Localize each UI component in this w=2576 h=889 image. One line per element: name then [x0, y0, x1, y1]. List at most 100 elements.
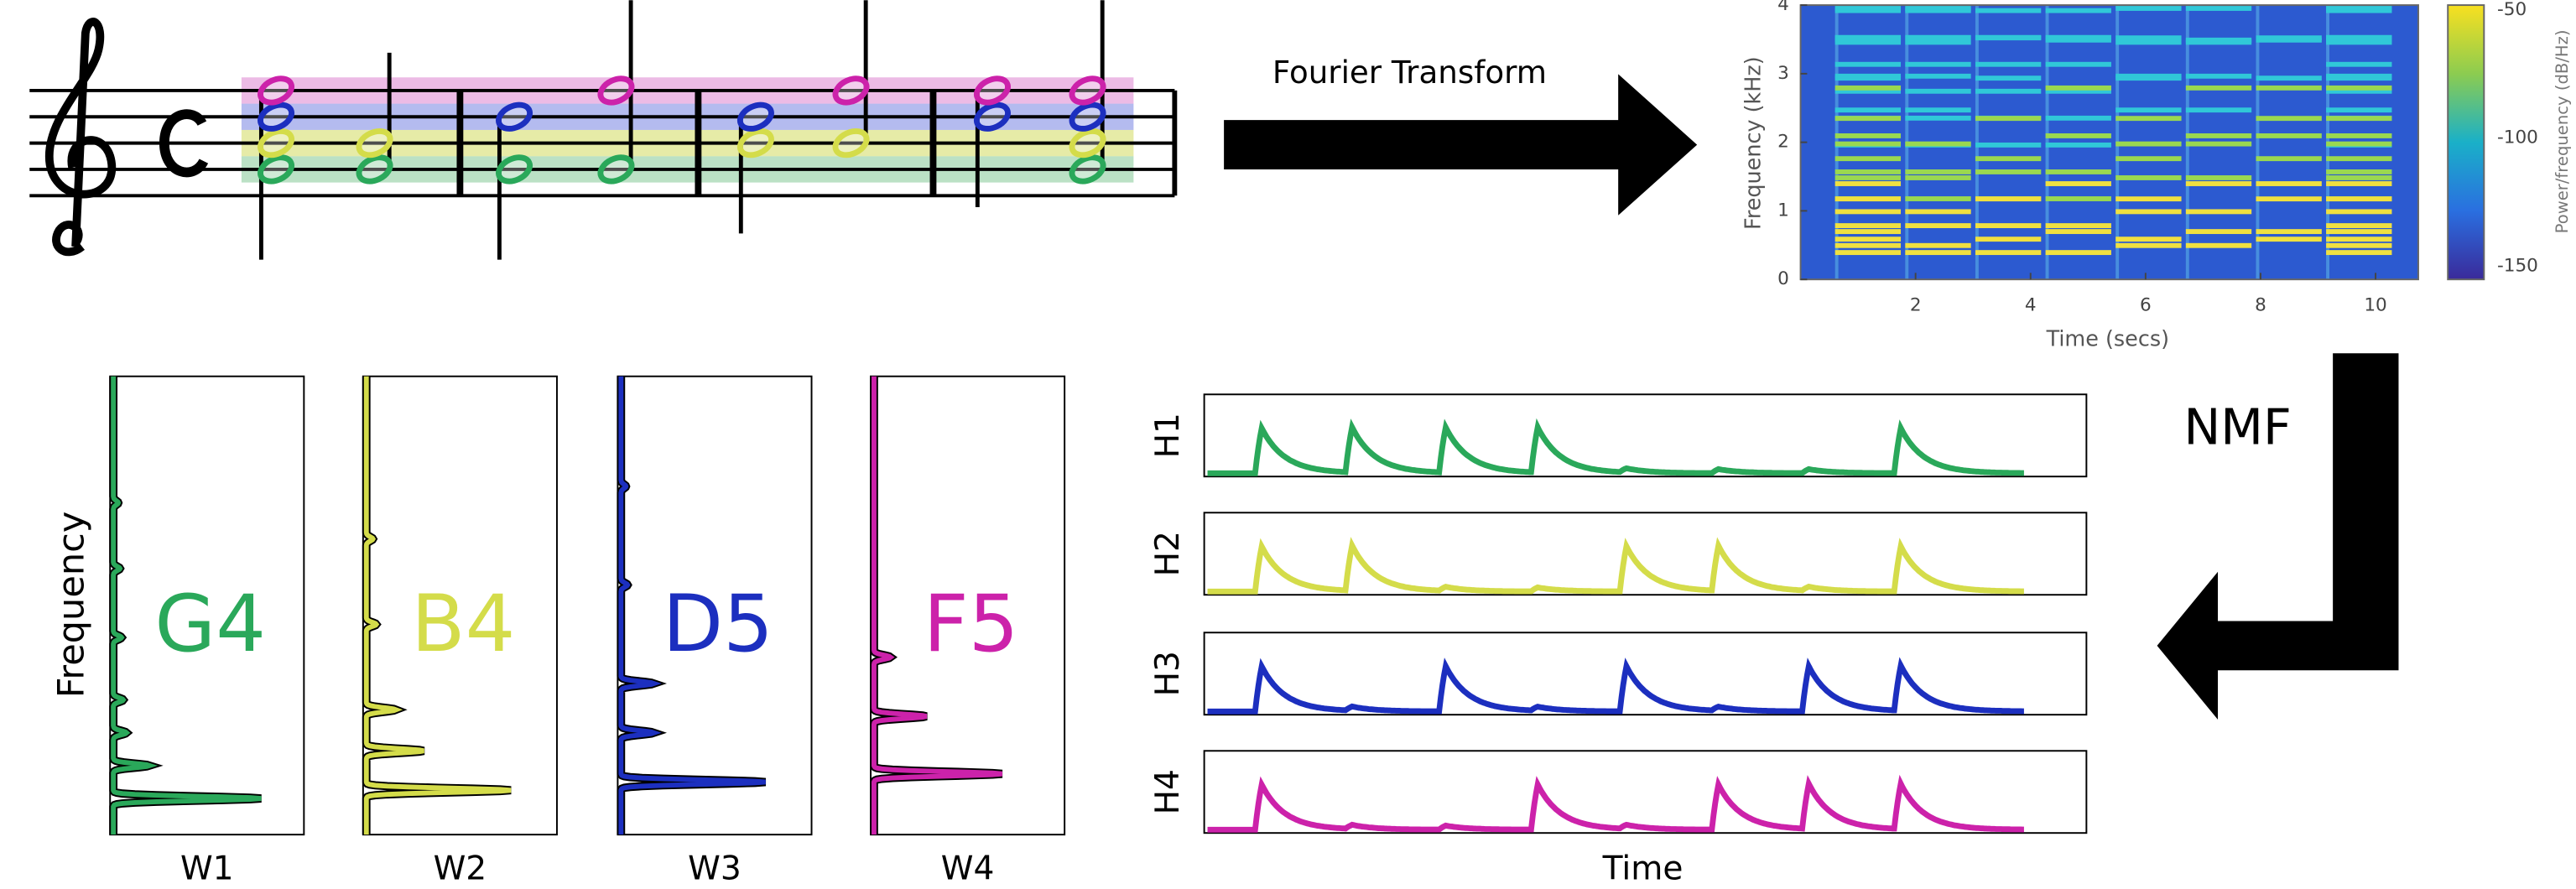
template-label: W1 [180, 850, 234, 888]
harmonic [1975, 61, 2042, 67]
template-curve [111, 376, 262, 835]
activation-label: H1 [1149, 413, 1187, 458]
harmonic [2045, 142, 2111, 148]
harmonic [1834, 156, 1902, 162]
harmonic [2045, 181, 2111, 186]
harmonic [1905, 39, 1971, 45]
activation-frame [1203, 750, 2088, 834]
harmonic [2045, 61, 2111, 67]
harmonic [1834, 196, 1902, 202]
harmonic [2256, 116, 2322, 122]
onset-column [1975, 5, 1979, 280]
y-tick-label: 3 [1777, 63, 1789, 84]
activation-curve [1207, 418, 2024, 476]
note-label: B4 [411, 579, 515, 670]
note-head [736, 101, 774, 132]
note-head [736, 127, 774, 159]
harmonic [2326, 141, 2392, 147]
y-tick-label: 1 [1777, 200, 1789, 221]
activation-label: H2 [1149, 531, 1187, 576]
harmonic [2045, 223, 2111, 228]
harmonic [2115, 242, 2182, 248]
activation-label: H4 [1149, 769, 1187, 814]
colorbar-tick-label: -50 [2497, 0, 2527, 20]
harmonic [2326, 61, 2392, 67]
note-label: G4 [154, 579, 266, 670]
harmonic [1905, 107, 1971, 113]
template-label: W3 [688, 850, 742, 888]
harmonic [2256, 156, 2322, 162]
harmonic [2185, 141, 2252, 147]
harmonic [1905, 88, 1971, 94]
colorbar-label: Power/frequency (dB/Hz) [2553, 29, 2572, 233]
harmonic [1905, 209, 1971, 215]
x-tick-label: 2 [1910, 295, 1922, 316]
fourier-arrow [1224, 74, 1698, 216]
note-head [1069, 75, 1106, 106]
onset-column [2256, 5, 2260, 280]
harmonic [2326, 85, 2392, 91]
note-head [258, 75, 295, 106]
harmonic [2185, 209, 2252, 215]
note-head [258, 101, 295, 132]
harmonic [2326, 169, 2392, 174]
harmonic [1975, 8, 2042, 13]
harmonic [2256, 229, 2322, 235]
harmonic [2115, 209, 2182, 215]
harmonic [2326, 6, 2392, 11]
template-frame [109, 375, 305, 836]
time-axis-label: Time [1602, 850, 1684, 888]
harmonic [1905, 175, 1971, 180]
harmonic [2326, 250, 2392, 256]
harmonic [1834, 242, 1902, 248]
note-head [258, 127, 295, 159]
fourier-label: Fourier Transform [1272, 54, 1547, 91]
harmonic [2045, 8, 2111, 13]
template-curve [872, 376, 1002, 835]
harmonic [1834, 169, 1902, 174]
harmonic [2185, 37, 2252, 43]
harmonic [2185, 85, 2252, 91]
activation-curve [1207, 537, 2024, 595]
activation-frame [1203, 512, 2088, 596]
note-head [496, 101, 533, 132]
harmonic [2045, 196, 2111, 201]
harmonic [1905, 61, 1971, 67]
harmonic [2326, 116, 2392, 122]
note-label: F5 [924, 579, 1019, 670]
harmonic [1834, 175, 1902, 180]
harmonic [2256, 133, 2322, 138]
harmonic [1975, 250, 2042, 256]
harmonic [1834, 223, 1902, 228]
template-label: W2 [434, 850, 487, 888]
harmonic [2045, 229, 2111, 235]
y-tick-label: 0 [1777, 268, 1789, 289]
harmonic [1975, 237, 2042, 242]
harmonic [1834, 133, 1902, 138]
harmonic [1905, 115, 1971, 121]
activation-label: H3 [1149, 651, 1187, 696]
note-head [356, 154, 393, 185]
x-tick-label: 10 [2364, 295, 2386, 316]
harmonic [2185, 73, 2252, 79]
note-label: D5 [663, 579, 773, 670]
template-frame [617, 375, 813, 836]
colorbar-tick-label: -100 [2497, 127, 2538, 148]
template-curve [618, 376, 766, 835]
harmonic [2185, 242, 2252, 248]
harmonic [1834, 141, 1902, 147]
harmonic [1834, 237, 1902, 242]
harmonic [2115, 196, 2182, 202]
harmonic [2185, 6, 2252, 11]
harmonic [2115, 141, 2182, 147]
harmonic [1905, 169, 1971, 174]
treble-clef [44, 18, 117, 257]
activation-frame [1203, 632, 2088, 716]
harmonic [1834, 107, 1902, 113]
harmonic [2185, 181, 2252, 186]
harmonic [1975, 88, 2042, 94]
harmonic [1905, 196, 1971, 201]
harmonic [1834, 229, 1902, 235]
score [29, 0, 1178, 260]
